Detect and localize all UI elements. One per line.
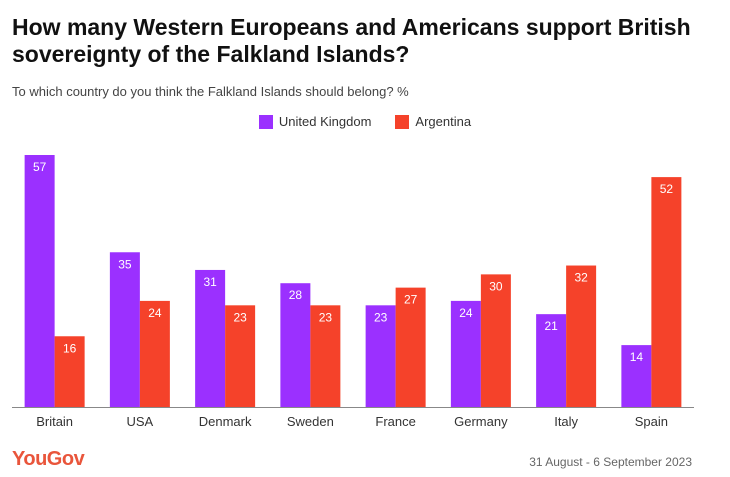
date-range: 31 August - 6 September 2023 — [529, 455, 692, 469]
bar-argentina — [395, 287, 426, 407]
category-label: Sweden — [287, 414, 334, 429]
bar-uk — [450, 300, 481, 407]
legend-label-argentina: Argentina — [415, 114, 472, 129]
category-label: Germany — [454, 414, 508, 429]
bar-value-label: 32 — [574, 271, 588, 285]
bar-value-label: 23 — [233, 310, 247, 324]
bar-value-label: 52 — [660, 182, 674, 196]
bar-argentina — [566, 265, 597, 407]
bar-uk — [195, 269, 226, 407]
category-label: Spain — [635, 414, 668, 429]
bar-value-label: 35 — [118, 257, 132, 271]
bar-uk — [109, 252, 140, 407]
bar-chart: 57 16 Britain 35 24 USA 31 23 Denmark 28 23 Sweden 2… — [12, 155, 694, 429]
bar-uk — [536, 314, 567, 407]
bar-argentina — [651, 177, 682, 407]
bar-uk — [365, 305, 396, 407]
bar-value-label: 23 — [319, 310, 333, 324]
bar-value-label: 30 — [489, 279, 503, 293]
bar-value-label: 57 — [33, 160, 47, 174]
category-label: Italy — [554, 414, 578, 429]
bar-value-label: 27 — [404, 293, 418, 307]
legend-label-uk: United Kingdom — [278, 114, 372, 129]
chart-subtitle: To which country do you think the Falkla… — [12, 84, 409, 99]
bar-value-label: 16 — [63, 341, 77, 355]
bar-value-label: 14 — [630, 350, 644, 364]
bar-argentina — [310, 305, 341, 407]
legend-item-uk: United Kingdom — [258, 114, 372, 129]
bar-uk — [280, 283, 311, 407]
bar-value-label: 24 — [459, 306, 473, 320]
bar-argentina — [54, 336, 85, 407]
bar-value-label: 21 — [544, 319, 558, 333]
legend: United Kingdom Argentina — [0, 114, 730, 129]
category-label: France — [375, 414, 415, 429]
bar-uk — [621, 345, 652, 407]
bar-argentina — [480, 274, 511, 407]
legend-swatch-argentina — [395, 114, 410, 129]
legend-swatch-uk — [258, 114, 273, 129]
category-label: Denmark — [199, 414, 252, 429]
category-label: USA — [127, 414, 154, 429]
bar-uk — [24, 155, 55, 407]
category-label: Britain — [36, 414, 73, 429]
bar-value-label: 24 — [148, 306, 162, 320]
bar-argentina — [225, 305, 256, 407]
legend-item-argentina: Argentina — [395, 114, 471, 129]
bar-value-label: 28 — [289, 288, 303, 302]
bar-value-label: 31 — [203, 275, 217, 289]
bar-value-label: 23 — [374, 310, 388, 324]
bar-argentina — [139, 300, 170, 407]
yougov-logo: YouGov — [12, 448, 85, 470]
chart-title: How many Western Europeans and Americans… — [12, 14, 691, 67]
